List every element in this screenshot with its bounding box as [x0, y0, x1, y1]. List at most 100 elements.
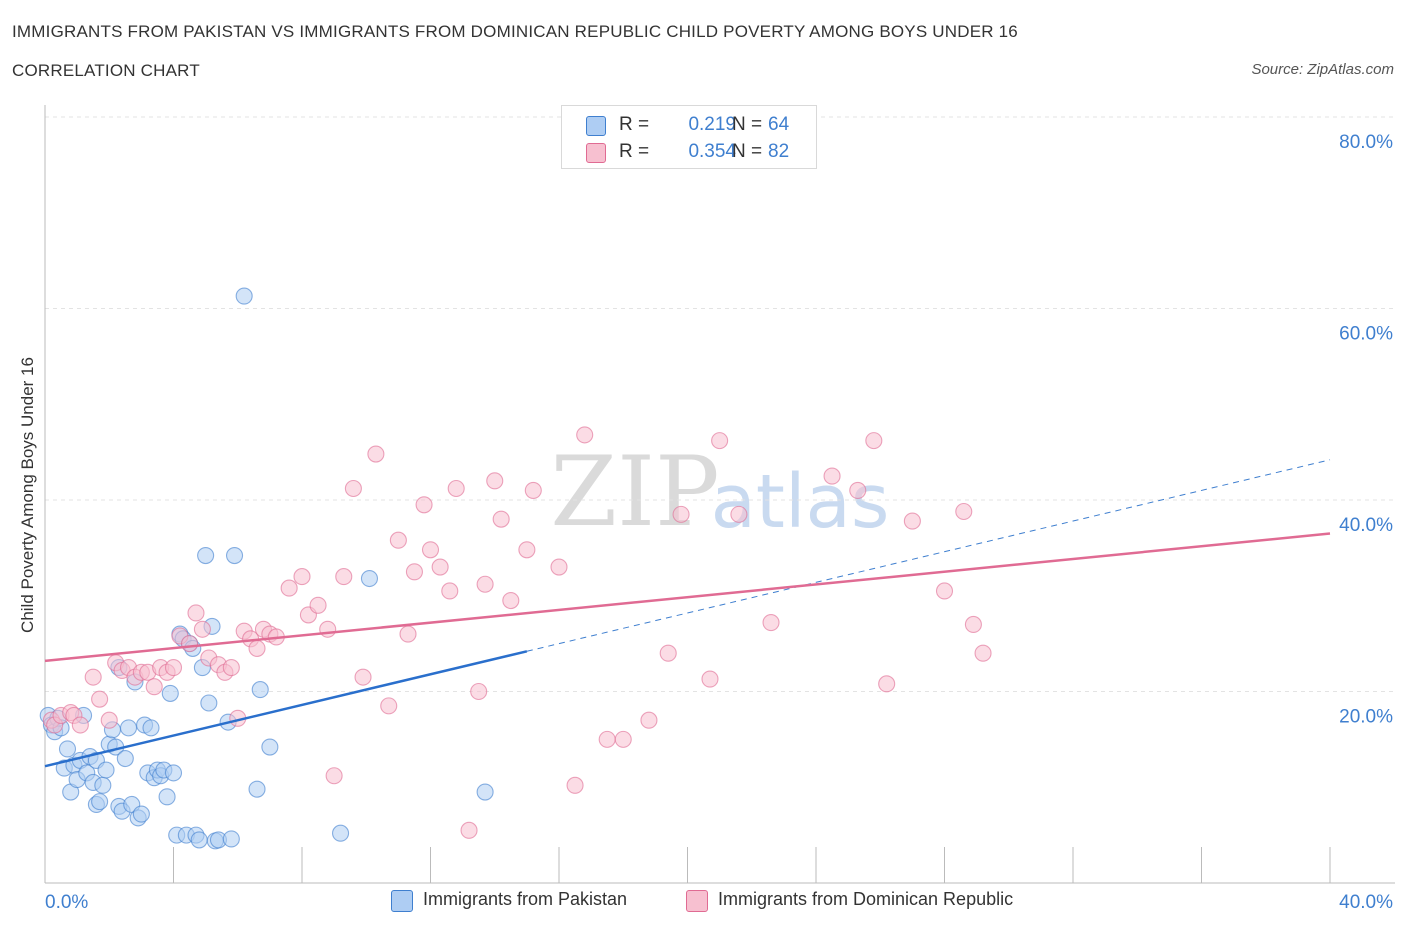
- watermark-atlas: atlas: [711, 459, 890, 545]
- dominican-point: [367, 445, 385, 463]
- dominican-point: [659, 644, 677, 662]
- source-credit: Source: ZipAtlas.com: [1251, 61, 1394, 78]
- pakistan-point: [225, 546, 244, 565]
- dominican-point: [711, 432, 729, 450]
- watermark-zip: ZIP: [550, 436, 719, 548]
- dominican-point: [389, 531, 407, 549]
- dominican-point: [293, 568, 311, 586]
- pakistan-point: [97, 761, 115, 779]
- dominican-point: [614, 730, 632, 748]
- n-value: 82: [768, 141, 790, 162]
- y-tick-label: 80.0%: [1339, 132, 1393, 153]
- n-label: N =: [732, 114, 763, 135]
- dominican-point: [598, 730, 616, 748]
- pakistan-point: [161, 684, 179, 702]
- pakistan-point: [360, 569, 379, 588]
- r-label: R =: [619, 114, 650, 135]
- pakistan-point: [235, 287, 253, 305]
- pakistan-point: [119, 719, 138, 737]
- n-value: 64: [768, 114, 790, 135]
- dominican-point: [701, 670, 719, 688]
- dominican-point: [974, 644, 992, 662]
- x-tick-label: 40.0%: [1339, 892, 1393, 913]
- dominican-point: [164, 659, 183, 677]
- legend-label: Immigrants from Dominican Republic: [718, 889, 1014, 909]
- dominican-point: [476, 575, 494, 593]
- dominican-point: [100, 711, 118, 729]
- pakistan-point: [222, 830, 240, 848]
- dominican-point: [566, 776, 584, 794]
- pakistan-point: [190, 831, 208, 849]
- y-tick-label: 60.0%: [1339, 324, 1393, 345]
- pakistan-point: [91, 793, 109, 811]
- dominican-point: [640, 711, 658, 729]
- n-label: N =: [732, 141, 763, 162]
- stats-legend: R = 0.219 N = 64 R = 0.354 N = 82: [561, 105, 817, 169]
- pakistan-point: [200, 694, 218, 712]
- dominican-point: [405, 563, 423, 581]
- pakistan-point: [261, 738, 279, 756]
- r-value: 0.219: [688, 114, 736, 135]
- pakistan-point: [158, 788, 176, 806]
- chart-title: IMMIGRANTS FROM PAKISTAN VS IMMIGRANTS F…: [12, 22, 1018, 41]
- dominican-point: [354, 668, 372, 686]
- dominican-trend-line: [44, 532, 1331, 663]
- dominican-point: [380, 697, 398, 715]
- pakistan-point: [58, 740, 77, 758]
- pakistan-point: [132, 805, 150, 823]
- x-tick-label: 0.0%: [45, 892, 88, 913]
- pakistan-trend-extension: [526, 459, 1331, 652]
- dominican-point: [309, 596, 327, 614]
- dominican-point: [325, 767, 343, 785]
- pakistan-point: [251, 681, 269, 699]
- dominican-point: [470, 682, 488, 701]
- dominican-point: [415, 496, 433, 514]
- dominican-point: [91, 690, 109, 708]
- pakistan-trend-line: [44, 650, 528, 768]
- dominican-point: [502, 591, 520, 610]
- dominican-point: [280, 579, 298, 597]
- dominican-point: [878, 675, 896, 693]
- r-value: 0.354: [688, 141, 736, 162]
- pakistan-point: [331, 824, 350, 842]
- dominican-point: [399, 625, 417, 643]
- pakistan-point: [197, 546, 215, 565]
- pakistan-point: [248, 780, 266, 798]
- dominican-legend-swatch: [686, 890, 708, 912]
- dominican-point: [447, 479, 465, 498]
- dominican-point: [421, 541, 440, 559]
- dominican-point: [71, 716, 89, 734]
- pakistan-legend-swatch: [391, 890, 413, 912]
- dominican-point: [335, 568, 353, 586]
- pakistan-point: [142, 719, 160, 737]
- dominican-point: [865, 432, 883, 450]
- dominican-point: [903, 512, 921, 530]
- dominican-point: [518, 541, 536, 559]
- dominican-point: [823, 467, 841, 485]
- dominican-point: [441, 582, 459, 600]
- dominican-point: [193, 620, 211, 638]
- chart-subtitle: CORRELATION CHART: [12, 61, 200, 80]
- pakistan-point: [476, 783, 494, 801]
- y-tick-label: 20.0%: [1339, 707, 1393, 728]
- dominican-point: [524, 481, 542, 499]
- pakistan-point: [164, 764, 183, 782]
- dominican-point: [935, 582, 954, 600]
- dominican-point: [730, 505, 748, 523]
- pakistan-point: [94, 776, 112, 794]
- y-tick-label: 40.0%: [1339, 515, 1393, 536]
- dominican-point: [550, 558, 568, 576]
- dominican-point: [492, 510, 510, 528]
- legend-label: Immigrants from Pakistan: [423, 889, 628, 909]
- dominican-point: [762, 614, 780, 632]
- dominican-point: [955, 502, 973, 521]
- dominican-point: [319, 620, 337, 638]
- r-label: R =: [619, 141, 650, 162]
- dominican-point: [181, 635, 199, 653]
- dominican-point: [84, 668, 102, 686]
- dominican-point: [849, 481, 867, 499]
- dominican-point: [576, 426, 594, 444]
- dominican-point: [431, 558, 449, 576]
- dominican-point: [460, 821, 478, 839]
